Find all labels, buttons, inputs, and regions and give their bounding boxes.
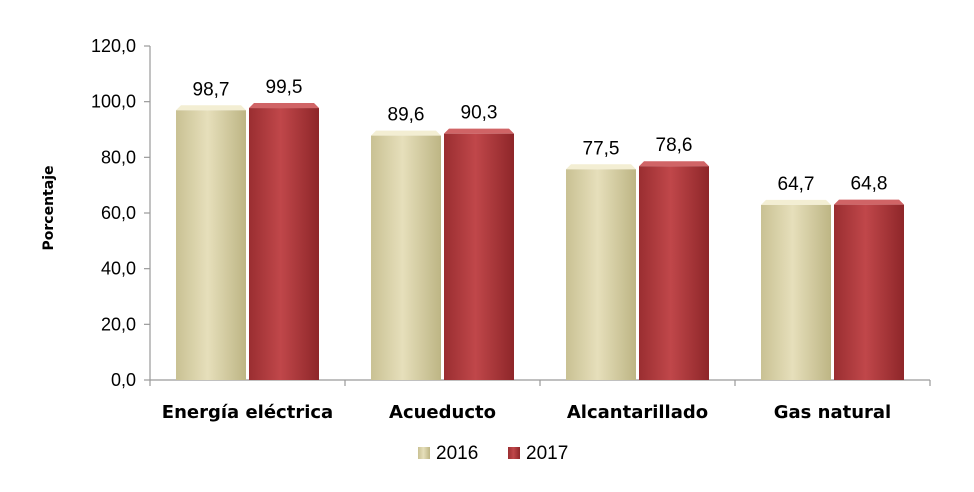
bar-2017-1 — [444, 128, 514, 380]
y-axis-label: Porcentaje — [41, 166, 57, 251]
bar-2016-0 — [176, 105, 246, 380]
y-tick-label: 120,0 — [91, 36, 136, 56]
legend-swatch — [508, 447, 520, 459]
bar-body — [834, 204, 904, 380]
data-label: 64,7 — [778, 174, 815, 195]
bar-top — [639, 161, 709, 167]
bar-2016-2 — [566, 164, 636, 380]
data-label: 99,5 — [266, 77, 303, 98]
data-label: 77,5 — [583, 138, 620, 159]
legend-item-2017: 2017 — [508, 443, 568, 464]
data-label: 90,3 — [461, 103, 498, 124]
bar-body — [639, 166, 709, 380]
y-tick-label: 40,0 — [101, 259, 136, 279]
bar-body — [176, 110, 246, 380]
legend-item-2016: 2016 — [418, 443, 478, 464]
legend-swatch — [418, 447, 430, 459]
x-tick-label: Acueducto — [389, 402, 496, 423]
bar-2016-1 — [371, 130, 441, 380]
y-tick-label: 0,0 — [111, 370, 136, 390]
x-tick-label: Energía eléctrica — [162, 402, 333, 423]
data-label: 98,7 — [193, 79, 230, 100]
bar-top — [834, 199, 904, 205]
bars — [176, 103, 904, 380]
y-tick-label: 80,0 — [101, 147, 136, 167]
data-label: 89,6 — [388, 105, 425, 126]
y-tick-label: 60,0 — [101, 203, 136, 223]
legend-label: 2016 — [436, 443, 478, 464]
axes: 0,0 20,0 40,0 60,0 80,0 100,0 120,0 Porcentaje E… — [41, 36, 931, 423]
bar-top — [249, 103, 319, 109]
x-tick-label: Gas natural — [774, 402, 891, 423]
data-label: 78,6 — [656, 135, 693, 156]
bar-2017-2 — [639, 161, 709, 380]
y-tick-label: 100,0 — [91, 92, 136, 112]
bar-top — [566, 164, 636, 170]
bar-2017-0 — [249, 103, 319, 380]
bar-2016-3 — [761, 199, 831, 380]
legend: 2016 2017 — [418, 443, 568, 464]
x-tick-label: Alcantarillado — [567, 402, 708, 423]
bar-body — [761, 204, 831, 380]
bar-top — [444, 128, 514, 134]
bar-body — [566, 169, 636, 380]
legend-label: 2017 — [526, 443, 568, 464]
bar-top — [371, 130, 441, 136]
bar-body — [371, 135, 441, 380]
y-tick-label: 20,0 — [101, 314, 136, 334]
bar-body — [444, 133, 514, 380]
data-labels: 98,7 99,5 89,6 90,3 77,5 78,6 64,7 64,8 — [193, 77, 888, 195]
bar-top — [176, 105, 246, 111]
bar-top — [761, 199, 831, 205]
bar-body — [249, 108, 319, 380]
data-label: 64,8 — [851, 174, 888, 195]
bar-2017-3 — [834, 199, 904, 380]
